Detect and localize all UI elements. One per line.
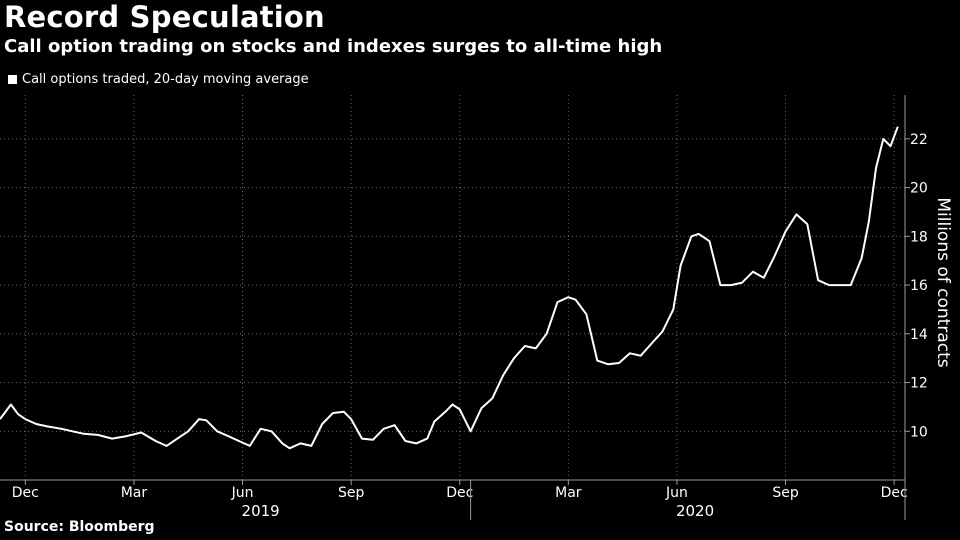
legend: Call options traded, 20-day moving avera… (8, 72, 309, 87)
x-tick-label: Sep (338, 485, 365, 501)
y-tick-label: 12 (910, 376, 928, 392)
chart-subtitle: Call option trading on stocks and indexe… (4, 36, 663, 57)
chart-title: Record Speculation (4, 0, 325, 34)
year-label: 2019 (242, 502, 280, 520)
axis-layer: 10 12 14 16 18 20 22 Dec Mar Jun Sep Dec Mar Jun Sep De… (0, 95, 953, 520)
x-tick-label: Mar (555, 485, 582, 501)
y-tick-label: 20 (910, 181, 928, 197)
y-tick-label: 18 (910, 229, 928, 245)
y-tick-label: 10 (910, 424, 928, 440)
y-axis-title: Millions of contracts (933, 197, 953, 367)
x-tick-label: Mar (121, 485, 148, 501)
source-note: Source: Bloomberg (4, 519, 155, 535)
x-tick-label: Dec (446, 485, 473, 501)
x-tick-label: Dec (12, 485, 39, 501)
legend-label: Call options traded, 20-day moving avera… (22, 72, 309, 87)
x-tick-label: Jun (231, 485, 254, 501)
x-tick-label: Sep (772, 485, 799, 501)
series-layer (0, 126, 899, 450)
legend-swatch (8, 75, 17, 84)
y-tick-label: 16 (910, 278, 928, 294)
x-tick-label: Dec (881, 485, 908, 501)
y-tick-label: 14 (910, 327, 928, 343)
year-label: 2020 (676, 502, 714, 520)
y-tick-label: 22 (910, 132, 928, 148)
series-line-0 (0, 126, 899, 450)
x-tick-label: Jun (665, 485, 688, 501)
grid-layer (0, 95, 905, 480)
